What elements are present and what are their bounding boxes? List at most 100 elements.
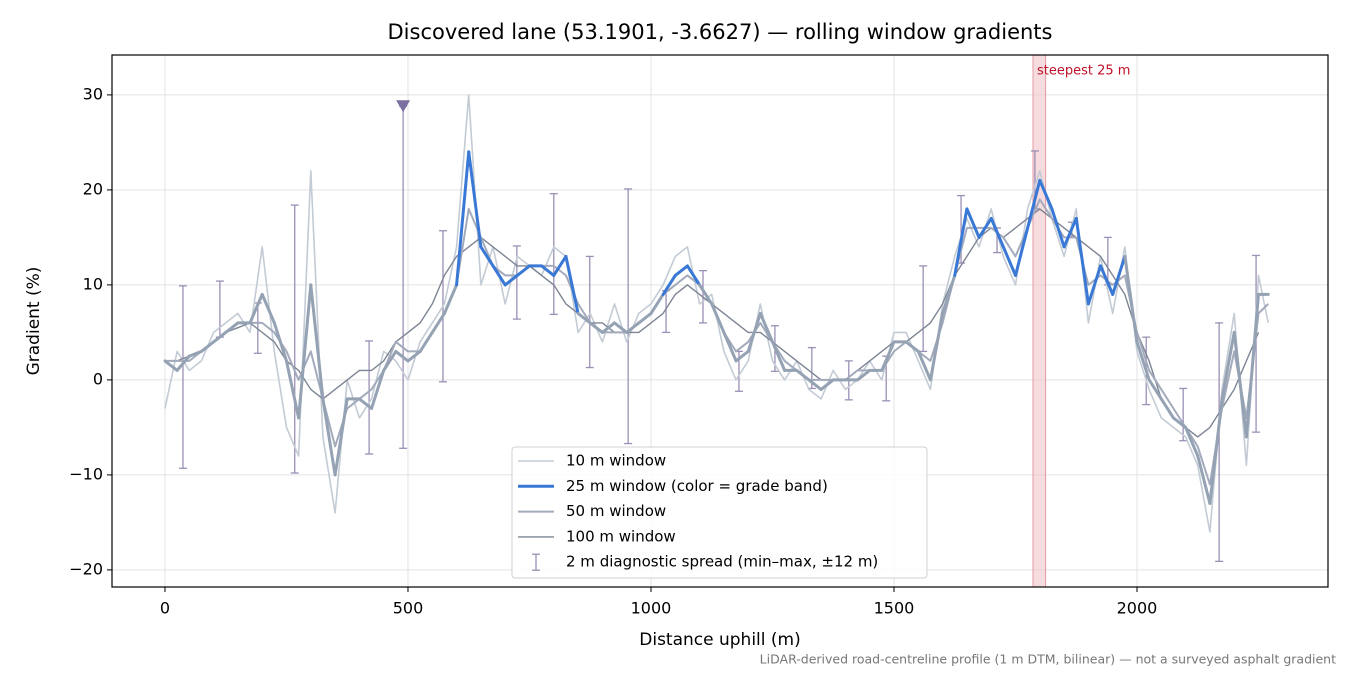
line-segment <box>989 216 1005 249</box>
line-segment <box>685 264 702 287</box>
line-segment <box>357 397 374 410</box>
line-segment <box>1074 216 1090 306</box>
x-axis-label: Distance uphill (m) <box>639 630 800 650</box>
y-tick-label: −10 <box>69 464 103 483</box>
line-series <box>164 94 1269 533</box>
line-segment <box>1196 454 1212 505</box>
line-segment <box>564 254 580 315</box>
line-segment <box>1111 254 1127 296</box>
y-tick-label: −20 <box>69 559 103 578</box>
x-tick-label: 1500 <box>874 599 915 618</box>
line-segment <box>746 311 762 353</box>
line-segment <box>795 368 811 382</box>
line-segment <box>1147 378 1163 401</box>
line-segment <box>503 273 519 287</box>
line-segment <box>163 359 179 372</box>
line-segment <box>904 340 920 353</box>
line-segment <box>1159 397 1175 420</box>
line-segment <box>953 207 969 277</box>
line-segment <box>1208 397 1224 505</box>
line-segment <box>661 273 677 296</box>
line-segment <box>309 283 325 401</box>
line-segment <box>394 349 410 363</box>
line-segment <box>770 340 787 372</box>
legend-label: 10 m window <box>566 452 666 470</box>
line-segment <box>333 397 349 477</box>
x-tick-label: 0 <box>160 599 170 618</box>
line-segment <box>406 349 422 363</box>
peak-marker <box>396 100 411 113</box>
line-segment <box>856 368 872 382</box>
line-segment <box>880 340 896 372</box>
line-segment <box>455 150 471 287</box>
x-tick-label: 1000 <box>631 599 672 618</box>
line-segment <box>248 292 264 325</box>
highlight-label: steepest 25 m <box>1037 64 1130 79</box>
line-segment <box>1026 178 1042 230</box>
line-segment <box>199 340 216 353</box>
legend-label: 25 m window (color = grade band) <box>566 477 828 495</box>
x-tick-label: 500 <box>393 599 424 618</box>
line-segment <box>212 330 228 344</box>
line-segment <box>1123 254 1139 344</box>
line-segment <box>1171 416 1188 429</box>
line-segment <box>1135 340 1151 382</box>
line-segment <box>370 368 386 410</box>
line-segment <box>260 292 276 325</box>
line-segment <box>600 321 617 334</box>
plot-frame <box>111 54 1329 588</box>
line-segment <box>491 264 507 287</box>
y-tick-label: 0 <box>93 369 103 388</box>
line-segment <box>916 349 932 382</box>
line-segment <box>1232 330 1248 439</box>
line-segment <box>698 283 714 306</box>
legend-label: 2 m diagnostic spread (min–max, ±12 m) <box>566 553 878 571</box>
line-segment <box>965 207 981 239</box>
line-segment <box>1086 264 1103 306</box>
line-segment <box>1062 216 1078 249</box>
line-segment <box>1220 330 1236 401</box>
chart-title: Discovered lane (53.1901, -3.6627) — rol… <box>388 20 1053 44</box>
line-segment <box>175 354 191 372</box>
line-segment <box>430 311 446 334</box>
line-segment <box>734 349 750 363</box>
footnote: LiDAR-derived road-centreline profile (1… <box>760 652 1336 667</box>
line-segment <box>758 311 774 344</box>
highlight-span <box>1032 54 1047 588</box>
line-segment <box>467 150 483 249</box>
line-segment <box>1038 178 1054 211</box>
line-segment <box>418 330 434 353</box>
line-segment <box>1184 425 1200 458</box>
legend-box <box>511 446 928 579</box>
line-segment <box>515 264 531 277</box>
line-segment <box>552 254 568 277</box>
line-segment <box>613 321 629 334</box>
line-segment <box>928 311 945 382</box>
line-segment <box>819 378 835 391</box>
line-segment <box>649 292 665 315</box>
legend-label: 100 m window <box>566 527 676 545</box>
line-segment <box>1099 264 1115 296</box>
line-segment <box>284 359 301 420</box>
line-segment <box>442 283 459 315</box>
y-tick-label: 30 <box>83 84 103 103</box>
line-segment <box>977 216 993 239</box>
line-segment <box>1050 207 1066 249</box>
legend-label: 50 m window <box>566 502 666 520</box>
line-segment <box>479 245 495 268</box>
line-segment <box>1244 292 1261 439</box>
line-segment <box>710 302 726 334</box>
line-segment <box>588 321 604 334</box>
line-segment <box>807 378 823 391</box>
line-segment <box>673 264 689 277</box>
line-segment <box>321 397 337 477</box>
line-segment <box>540 264 556 277</box>
line-segment <box>625 321 641 334</box>
line-segment <box>941 273 957 315</box>
y-axis-label: Gradient (%) <box>24 267 44 376</box>
line-segment <box>1013 226 1030 277</box>
x-tick-label: 2000 <box>1117 599 1158 618</box>
line-segment <box>272 321 288 363</box>
y-tick-label: 10 <box>83 274 103 293</box>
